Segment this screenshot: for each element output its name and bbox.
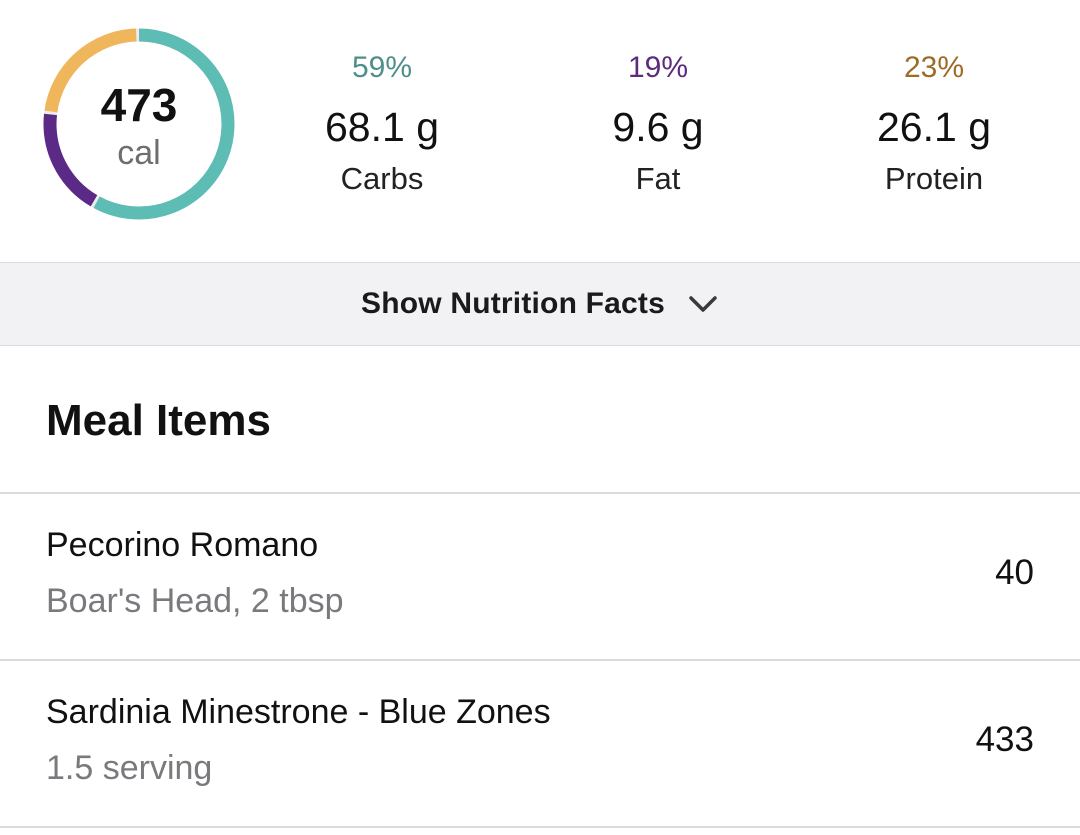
macro-carbs-grams: 68.1 g <box>325 104 439 150</box>
meal-items-title: Meal Items <box>46 396 271 445</box>
macro-protein-label: Protein <box>884 161 984 196</box>
meal-item-calories: 40 <box>995 553 1034 592</box>
meal-item-detail: 1.5 serving <box>46 749 213 787</box>
macro-fat-label: Fat <box>635 161 681 196</box>
macro-protein-grams: 26.1 g <box>877 104 991 150</box>
divider <box>0 492 1080 494</box>
calorie-ring-label: 473 cal <box>38 23 240 225</box>
calorie-total: 473 <box>100 79 178 131</box>
macro-fat: 19% 9.6 g Fat <box>538 50 778 198</box>
macro-carbs: 59% 68.1 g Carbs <box>262 50 502 198</box>
meal-item-calories: 433 <box>975 720 1034 759</box>
macro-protein: 23% 26.1 g Protein <box>814 50 1054 198</box>
meal-item-name: Pecorino Romano <box>46 526 319 564</box>
divider <box>0 826 1080 828</box>
calorie-unit: cal <box>117 134 161 172</box>
meal-item-name: Sardinia Minestrone - Blue Zones <box>46 693 551 731</box>
ring-segment-carbs <box>43 28 235 220</box>
ring-segment-fat <box>43 28 235 220</box>
meal-item-detail: Boar's Head, 2 tbsp <box>46 582 344 620</box>
nutrition-summary: 473 cal 59% 68.1 g Carbs 19% 9.6 g Fat 2… <box>0 0 1080 262</box>
calorie-ring: 473 cal <box>38 23 240 225</box>
macro-protein-percent: 23% <box>903 51 965 84</box>
divider <box>0 659 1080 661</box>
macro-carbs-label: Carbs <box>340 161 424 196</box>
macro-fat-grams: 9.6 g <box>612 104 704 150</box>
macro-fat-percent: 19% <box>627 51 689 84</box>
show-nutrition-facts-button[interactable]: Show Nutrition Facts <box>0 262 1080 346</box>
show-nutrition-facts-label: Show Nutrition Facts <box>361 287 665 320</box>
meal-item-row[interactable]: Pecorino Romano Boar's Head, 2 tbsp 40 <box>0 494 1080 658</box>
meal-item-row[interactable]: Sardinia Minestrone - Blue Zones 1.5 ser… <box>0 661 1080 825</box>
chevron-down-icon <box>687 288 719 320</box>
macro-ring-chart <box>43 28 235 220</box>
macro-carbs-percent: 59% <box>351 51 413 84</box>
